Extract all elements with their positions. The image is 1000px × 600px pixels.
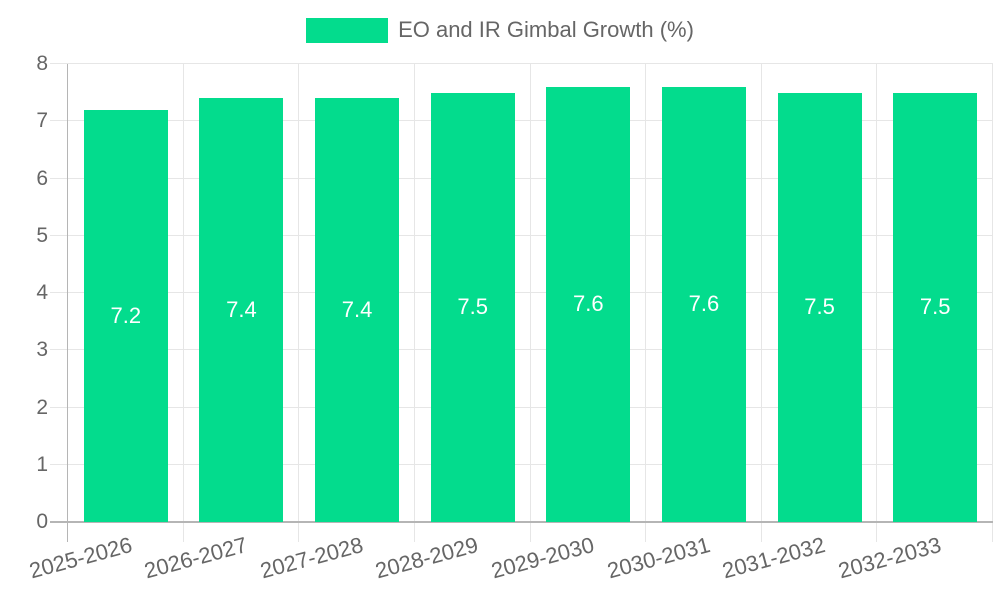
gridline-x — [298, 64, 300, 542]
bar-value-label: 7.5 — [457, 294, 488, 320]
y-tick-label: 0 — [36, 510, 48, 533]
gridline-x — [992, 64, 993, 542]
y-tick-label: 3 — [36, 338, 48, 362]
gridline-x — [876, 64, 878, 542]
legend-swatch — [306, 17, 389, 43]
bar-value-label: 7.4 — [226, 297, 257, 323]
bar-value-label: 7.5 — [919, 294, 951, 320]
bar — [199, 98, 284, 522]
bar — [430, 92, 515, 522]
y-tick-label: 7 — [36, 109, 48, 133]
bar-value-label: 7.6 — [688, 291, 720, 317]
y-tick-label: 8 — [36, 52, 48, 75]
gridline-x — [760, 64, 762, 542]
y-tick-label: 1 — [36, 452, 48, 476]
y-tick-label: 6 — [36, 166, 48, 190]
gridline-y — [50, 120, 993, 122]
bar — [661, 86, 746, 522]
gridline-y — [50, 63, 993, 64]
legend-label: EO and IR Gimbal Growth (%) — [398, 17, 694, 42]
x-tick-label: 2027-2028 — [257, 532, 366, 584]
gridline-y — [50, 349, 993, 351]
x-axis-line — [50, 521, 993, 523]
x-tick-label: 2029-2030 — [488, 532, 597, 584]
gridline-y — [50, 234, 993, 236]
bar — [777, 92, 862, 522]
x-tick-label: 2028-2029 — [373, 532, 482, 584]
bar — [546, 86, 631, 522]
bar-value-label: 7.4 — [341, 297, 373, 323]
gridline-x — [645, 64, 647, 542]
x-tick-label: 2031-2032 — [719, 532, 829, 584]
x-tick-label: 2025-2026 — [26, 532, 135, 584]
x-tick-label: 2032-2033 — [835, 532, 944, 584]
bar-value-label: 7.2 — [110, 302, 142, 328]
gridline-y — [50, 292, 993, 293]
bar — [893, 92, 978, 522]
gridline-y — [50, 463, 993, 465]
bar-value-label: 7.5 — [804, 294, 835, 320]
bar-value-label: 7.6 — [573, 291, 604, 317]
gridline-y — [50, 406, 993, 408]
y-tick-label: 4 — [36, 281, 48, 304]
x-tick-label: 2026-2027 — [141, 532, 250, 584]
y-tick-label: 5 — [36, 223, 48, 247]
y-tick-label: 2 — [36, 395, 48, 419]
y-axis-line — [67, 64, 68, 542]
gridline-y — [50, 177, 993, 179]
gridline-x — [182, 64, 184, 542]
bar — [315, 98, 400, 522]
x-tick-label: 2030-2031 — [604, 532, 713, 584]
chart-legend[interactable]: EO and IR Gimbal Growth (%) — [0, 16, 1000, 44]
gridline-x — [529, 64, 531, 542]
bar — [83, 109, 168, 522]
gridline-x — [413, 64, 415, 542]
